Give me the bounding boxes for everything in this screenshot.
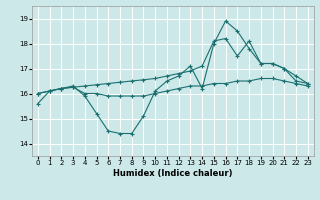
X-axis label: Humidex (Indice chaleur): Humidex (Indice chaleur): [113, 169, 233, 178]
